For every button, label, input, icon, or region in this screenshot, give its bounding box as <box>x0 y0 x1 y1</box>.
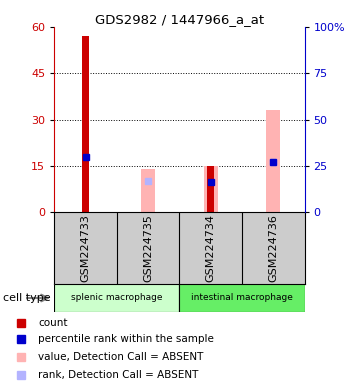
Text: GSM224734: GSM224734 <box>206 214 216 282</box>
Text: GSM224733: GSM224733 <box>80 214 91 282</box>
Text: GSM224735: GSM224735 <box>143 214 153 282</box>
Bar <box>54 284 179 312</box>
Text: value, Detection Call = ABSENT: value, Detection Call = ABSENT <box>38 352 204 362</box>
Bar <box>141 169 155 212</box>
Text: cell type: cell type <box>3 293 51 303</box>
Bar <box>82 36 89 212</box>
Text: percentile rank within the sample: percentile rank within the sample <box>38 334 214 344</box>
Bar <box>179 284 304 312</box>
Text: rank, Detection Call = ABSENT: rank, Detection Call = ABSENT <box>38 370 199 380</box>
Text: intestinal macrophage: intestinal macrophage <box>191 293 293 303</box>
Text: count: count <box>38 318 68 328</box>
Bar <box>207 166 215 212</box>
Bar <box>266 110 280 212</box>
Bar <box>204 166 218 212</box>
Text: GSM224736: GSM224736 <box>268 214 278 282</box>
Text: splenic macrophage: splenic macrophage <box>71 293 162 303</box>
Title: GDS2982 / 1447966_a_at: GDS2982 / 1447966_a_at <box>95 13 264 26</box>
